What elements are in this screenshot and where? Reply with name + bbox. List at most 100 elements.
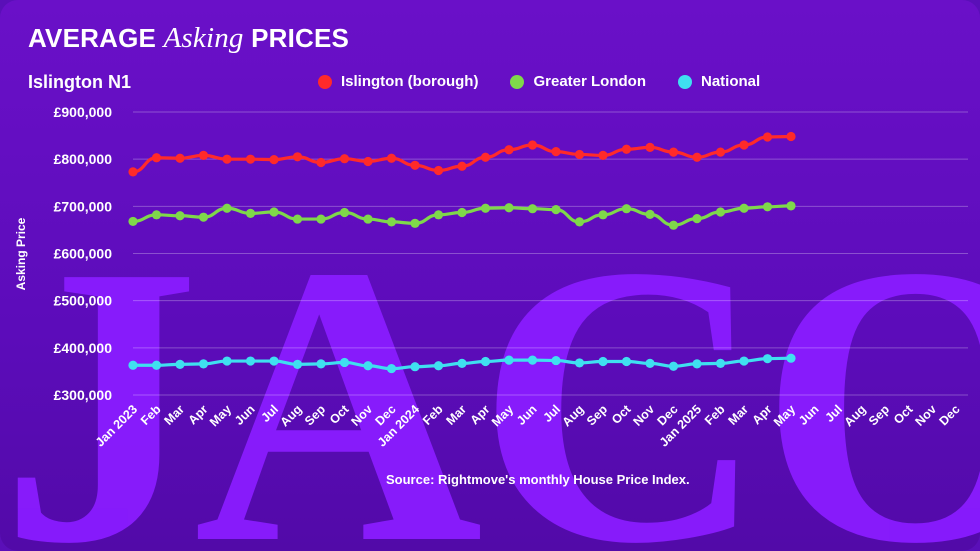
data-point-series-2 — [574, 358, 585, 368]
legend-item-national: National — [677, 73, 761, 90]
x-tick-label: Jul — [540, 402, 563, 425]
data-point-series-1 — [410, 218, 420, 228]
data-point-series-0 — [574, 149, 585, 160]
data-point-series-1 — [245, 208, 256, 219]
x-tick-label: Feb — [420, 402, 446, 428]
legend-swatch-greater-london — [510, 74, 525, 89]
x-tick-label: Oct — [327, 402, 352, 427]
data-point-series-1 — [739, 203, 749, 213]
x-tick-label: Oct — [891, 402, 916, 427]
data-point-series-0 — [433, 165, 444, 176]
legend-label-national: National — [700, 73, 761, 90]
legend-label-islington: Islington (borough) — [341, 73, 479, 90]
data-point-series-2 — [316, 359, 326, 369]
data-point-series-2 — [198, 359, 209, 369]
legend-label-greater-london: Greater London — [533, 73, 646, 90]
x-tick-label: Sep — [584, 402, 610, 428]
data-point-series-1 — [668, 220, 679, 230]
source-note: Source: Rightmove's monthly House Price … — [386, 472, 690, 487]
data-point-series-2 — [645, 358, 655, 368]
data-point-series-0 — [198, 150, 209, 160]
data-point-series-2 — [715, 358, 726, 368]
y-tick-label: £800,000 — [54, 151, 113, 167]
data-point-series-1 — [480, 203, 491, 213]
data-point-series-1 — [574, 217, 585, 227]
data-point-series-2 — [762, 354, 773, 364]
data-point-series-1 — [363, 214, 373, 224]
data-point-series-1 — [128, 216, 138, 227]
title-suffix: PRICES — [251, 23, 350, 53]
data-point-series-2 — [433, 361, 444, 371]
data-point-series-1 — [645, 209, 655, 219]
data-point-series-1 — [151, 210, 162, 220]
data-point-series-1 — [292, 214, 303, 224]
x-tick-label: Feb — [138, 402, 164, 428]
x-tick-label: Mar — [725, 402, 751, 428]
data-point-series-2 — [339, 357, 350, 368]
x-tick-label: May — [207, 402, 234, 429]
x-tick-label: Aug — [842, 402, 869, 429]
legend-item-greater-london: Greater London — [510, 73, 646, 90]
data-point-series-2 — [128, 360, 138, 370]
data-point-series-0 — [128, 167, 138, 177]
data-point-series-1 — [316, 214, 326, 224]
data-point-series-2 — [504, 355, 514, 365]
data-point-series-0 — [715, 147, 726, 157]
data-point-series-1 — [527, 204, 538, 214]
data-point-series-1 — [339, 207, 350, 218]
data-point-series-0 — [222, 154, 232, 164]
y-tick-label: £900,000 — [54, 104, 113, 120]
x-tick-label: Nov — [631, 402, 658, 429]
data-point-series-0 — [410, 160, 420, 170]
legend-swatch-islington — [318, 74, 332, 89]
x-tick-label: Apr — [467, 402, 492, 427]
y-tick-label: £500,000 — [54, 293, 113, 309]
data-point-series-0 — [245, 154, 256, 164]
data-point-series-1 — [198, 212, 209, 222]
data-point-series-0 — [339, 154, 350, 164]
data-point-series-1 — [621, 204, 632, 214]
x-tick-label: Mar — [161, 402, 187, 428]
data-point-series-0 — [175, 153, 185, 163]
data-point-series-1 — [786, 201, 796, 211]
x-tick-label: Jun — [232, 402, 258, 428]
x-tick-label: May — [771, 402, 798, 429]
data-point-series-2 — [692, 359, 702, 369]
data-point-series-0 — [269, 155, 279, 165]
data-point-series-1 — [715, 207, 726, 217]
data-point-series-1 — [222, 203, 232, 213]
data-point-series-0 — [786, 131, 796, 142]
data-point-series-1 — [762, 202, 773, 212]
y-tick-label: £300,000 — [54, 387, 113, 403]
data-point-series-2 — [410, 362, 420, 372]
data-point-series-1 — [504, 203, 514, 213]
page-title: AVERAGE Asking PRICES — [28, 22, 349, 55]
data-point-series-2 — [551, 355, 561, 366]
data-point-series-2 — [245, 356, 256, 366]
data-point-series-2 — [739, 356, 749, 366]
title-italic: Asking — [163, 22, 244, 54]
data-point-series-1 — [598, 210, 608, 220]
data-point-series-0 — [692, 152, 702, 162]
legend-swatch-national — [677, 74, 692, 89]
data-point-series-2 — [480, 356, 491, 367]
x-tick-label: Feb — [702, 402, 728, 428]
data-point-series-2 — [363, 361, 373, 371]
data-point-series-1 — [551, 205, 561, 215]
data-point-series-2 — [175, 359, 185, 369]
data-point-series-1 — [433, 210, 444, 220]
data-point-series-2 — [621, 356, 632, 367]
data-point-series-1 — [269, 207, 279, 217]
data-point-series-0 — [292, 152, 303, 162]
x-tick-label: Oct — [609, 402, 634, 427]
data-point-series-2 — [598, 356, 608, 367]
data-point-series-0 — [363, 156, 373, 167]
x-tick-label: Jul — [258, 402, 281, 425]
data-point-series-2 — [527, 355, 538, 365]
x-tick-label: Nov — [349, 402, 376, 429]
data-point-series-0 — [480, 152, 491, 162]
data-point-series-0 — [762, 132, 773, 142]
x-tick-label: Sep — [866, 402, 892, 428]
data-point-series-2 — [457, 358, 467, 368]
